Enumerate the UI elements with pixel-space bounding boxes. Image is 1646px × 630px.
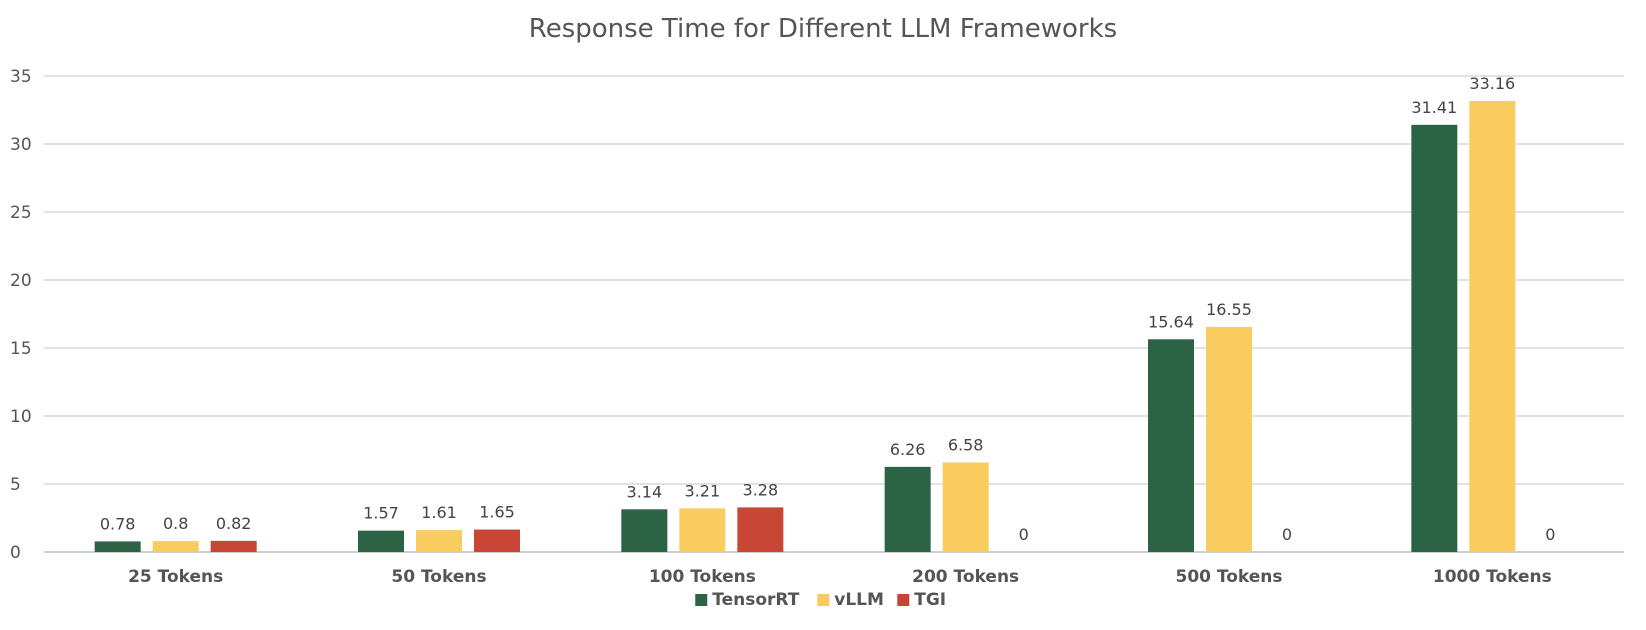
data-label: 0.82 bbox=[216, 514, 252, 533]
y-tick-label: 5 bbox=[10, 475, 21, 495]
data-label: 0.8 bbox=[163, 514, 188, 533]
data-label: 0 bbox=[1282, 525, 1292, 544]
data-label: 0 bbox=[1545, 525, 1555, 544]
chart-title: Response Time for Different LLM Framewor… bbox=[528, 14, 1118, 44]
y-tick-label: 25 bbox=[10, 203, 32, 223]
data-label: 16.55 bbox=[1206, 300, 1252, 319]
y-tick-label: 35 bbox=[10, 67, 32, 87]
data-label: 33.16 bbox=[1469, 74, 1515, 93]
bar-tensorrt bbox=[621, 509, 668, 552]
bar-tensorrt bbox=[94, 541, 141, 552]
bar-tensorrt bbox=[1148, 339, 1194, 552]
y-tick-label: 0 bbox=[10, 543, 21, 563]
legend-label-tgi: TGI bbox=[914, 590, 946, 610]
bar-tensorrt bbox=[884, 466, 931, 552]
data-label: 15.64 bbox=[1148, 312, 1194, 331]
data-label: 31.41 bbox=[1411, 98, 1457, 117]
legend-label-vllm: vLLM bbox=[834, 590, 884, 610]
y-tick-label: 10 bbox=[10, 407, 32, 427]
data-label: 1.61 bbox=[421, 503, 457, 522]
bar-vllm bbox=[416, 530, 462, 552]
bar-vllm bbox=[1206, 326, 1252, 552]
y-tick-label: 15 bbox=[10, 339, 32, 359]
data-label: 3.14 bbox=[627, 482, 663, 501]
x-tick-label: 500 Tokens bbox=[1175, 567, 1282, 587]
y-tick-label: 20 bbox=[10, 271, 32, 291]
bar-vllm bbox=[1469, 101, 1516, 553]
x-tick-label: 50 Tokens bbox=[391, 567, 486, 587]
bar-tgi bbox=[737, 507, 784, 552]
bar-tensorrt bbox=[1411, 124, 1458, 552]
data-label: 0.78 bbox=[100, 514, 136, 533]
data-label: 3.21 bbox=[685, 481, 721, 500]
bar-tgi bbox=[210, 540, 257, 552]
y-tick-label: 30 bbox=[10, 135, 32, 155]
data-label: 1.65 bbox=[479, 503, 515, 522]
data-label: 0 bbox=[1019, 525, 1029, 544]
legend-label-tensorrt: TensorRT bbox=[712, 590, 799, 610]
x-tick-label: 25 Tokens bbox=[128, 567, 223, 587]
bar-vllm bbox=[679, 508, 726, 552]
data-label: 6.58 bbox=[948, 436, 984, 455]
x-tick-label: 200 Tokens bbox=[912, 567, 1019, 587]
x-tick-label: 100 Tokens bbox=[649, 567, 756, 587]
data-label: 6.26 bbox=[890, 440, 926, 459]
legend-swatch-tensorrt bbox=[695, 594, 708, 606]
bar-tensorrt bbox=[358, 530, 404, 552]
legend-swatch-vllm bbox=[817, 594, 830, 606]
bar-tgi bbox=[474, 529, 520, 552]
bar-vllm bbox=[942, 462, 989, 552]
data-label: 1.57 bbox=[363, 504, 399, 523]
bar-vllm bbox=[152, 541, 199, 552]
legend-swatch-tgi bbox=[897, 594, 910, 606]
x-tick-label: 1000 Tokens bbox=[1433, 567, 1552, 587]
data-label: 3.28 bbox=[743, 480, 779, 499]
